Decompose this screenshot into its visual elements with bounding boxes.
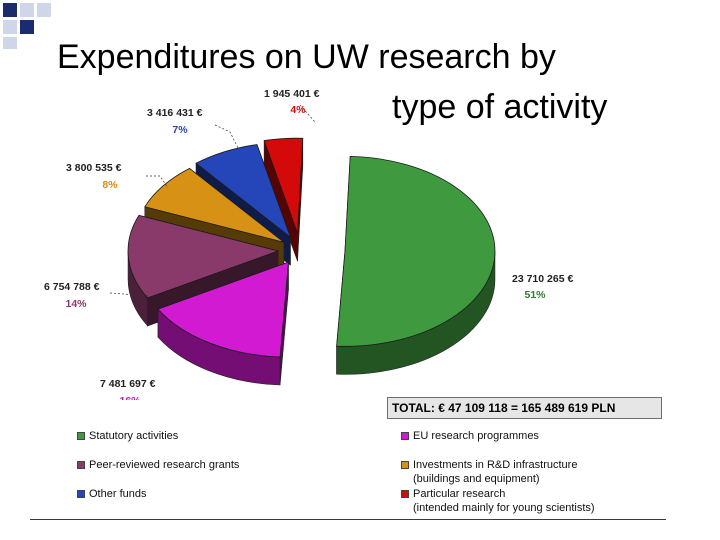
chart-title-line2: type of activity bbox=[392, 88, 608, 126]
slice-value-label: 1 945 401 € bbox=[264, 88, 320, 100]
leader-line bbox=[109, 292, 151, 297]
pie-slice bbox=[144, 167, 285, 243]
corner-decoration bbox=[3, 3, 51, 49]
slice-value-label: 7 481 697 € bbox=[100, 378, 156, 390]
legend-sublabel: (buildings and equipment) bbox=[413, 473, 540, 485]
slice-percent-label: 7% bbox=[172, 124, 188, 136]
chart-title-line1: Expenditures on UW research by bbox=[57, 38, 556, 76]
legend-label: Particular research bbox=[413, 488, 506, 500]
pie-slice bbox=[263, 137, 304, 234]
legend-sublabel: (intended mainly for young scientists) bbox=[413, 502, 595, 514]
legend-label: Other funds bbox=[89, 488, 147, 500]
legend-label: Statutory activities bbox=[89, 430, 179, 442]
pie-slice bbox=[127, 214, 280, 299]
legend-swatch bbox=[401, 432, 409, 440]
slice-percent-label: 16% bbox=[119, 395, 141, 400]
legend-label: EU research programmes bbox=[413, 430, 539, 442]
slice-percent-label: 51% bbox=[524, 289, 546, 301]
pie-slice bbox=[195, 144, 292, 239]
legend-swatch bbox=[77, 432, 85, 440]
slice-percent-label: 8% bbox=[102, 179, 118, 191]
pie-slice bbox=[157, 261, 289, 358]
legend-swatch bbox=[401, 461, 409, 469]
slice-value-label: 23 710 265 € bbox=[512, 273, 573, 285]
leader-line bbox=[146, 175, 169, 189]
slice-value-label: 6 754 788 € bbox=[44, 281, 100, 293]
legend-label: Investments in R&D infrastructure bbox=[413, 459, 578, 471]
pie-slice bbox=[336, 155, 496, 347]
slice-value-label: 3 416 431 € bbox=[147, 107, 203, 119]
legend-swatch bbox=[77, 461, 85, 469]
legend-label: Peer-reviewed research grants bbox=[89, 459, 240, 471]
slice-value-label: 3 800 535 € bbox=[66, 162, 122, 174]
slice-percent-label: 4% bbox=[290, 104, 306, 116]
bottom-divider bbox=[30, 519, 666, 520]
leader-line bbox=[214, 124, 239, 149]
legend-swatch bbox=[401, 490, 409, 498]
pie-chart: 23 710 265 € 51% 7 481 697 € 16% 6 754 788 €… bbox=[44, 88, 573, 400]
total-label: TOTAL: € 47 109 118 = 165 489 619 PLN bbox=[387, 397, 662, 419]
legend-swatch bbox=[77, 490, 85, 498]
slice-percent-label: 14% bbox=[65, 298, 87, 310]
